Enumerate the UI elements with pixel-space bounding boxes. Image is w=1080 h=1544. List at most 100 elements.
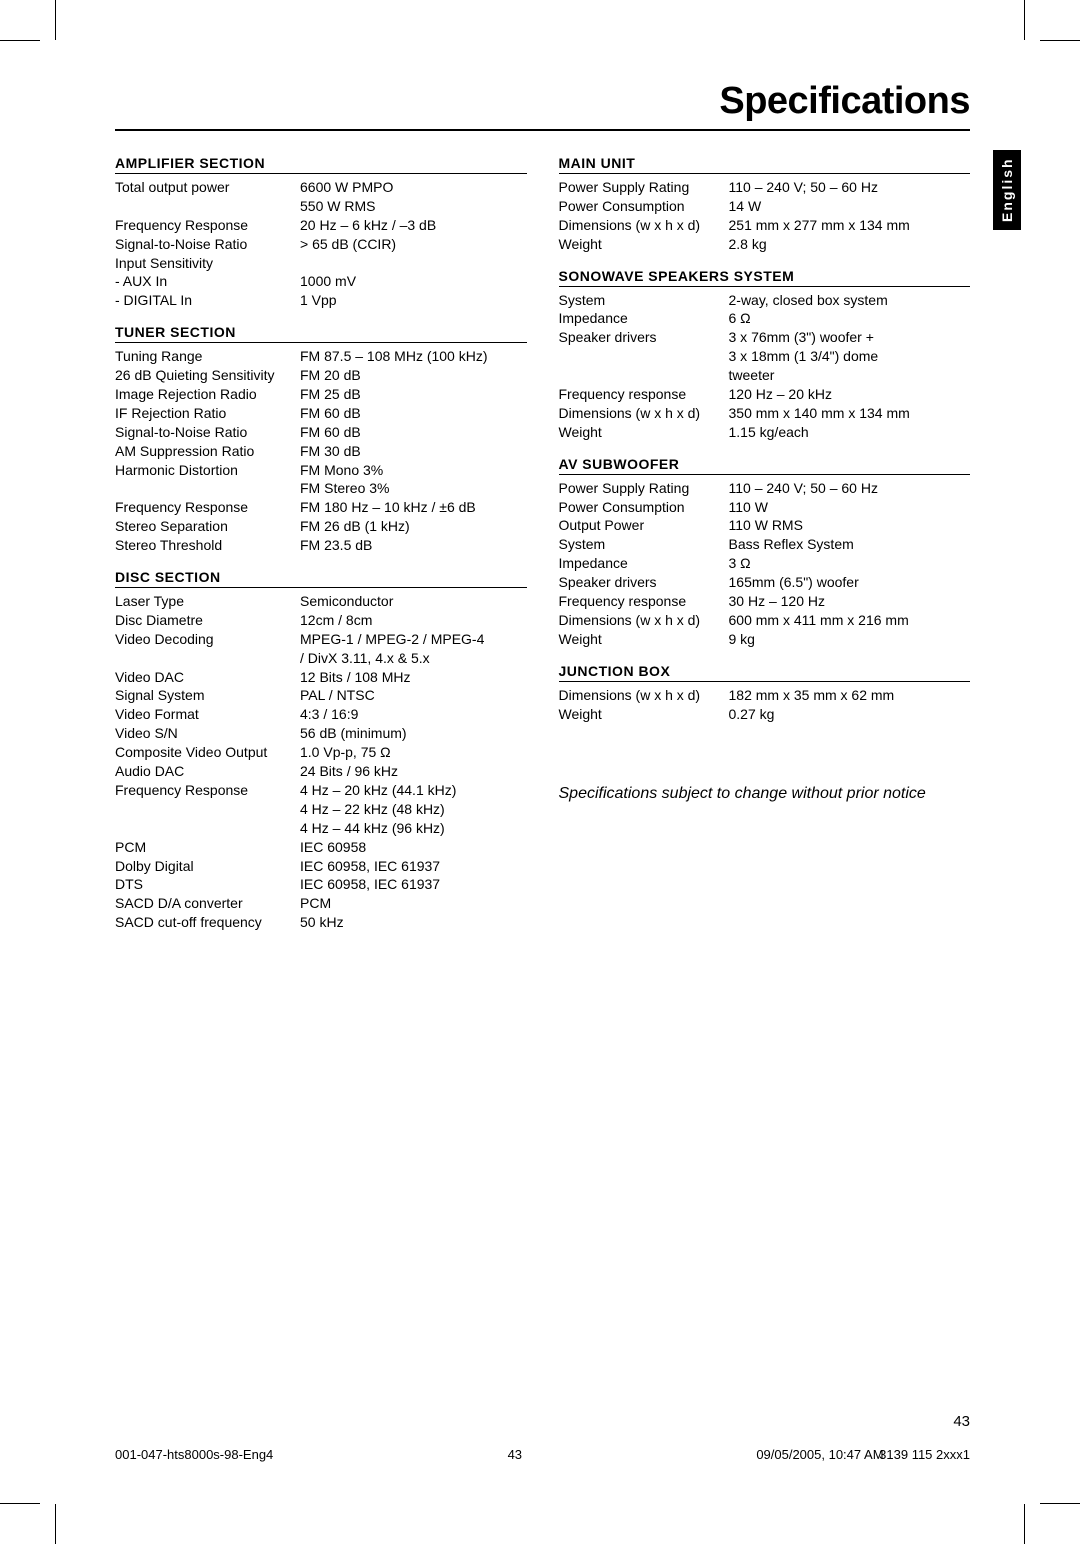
crop-mark xyxy=(1040,40,1080,41)
spec-label: Composite Video Output xyxy=(115,743,300,762)
spec-row: Impedance3 Ω xyxy=(559,554,971,573)
spec-row: Video DAC12 Bits / 108 MHz xyxy=(115,668,527,687)
spec-label: Weight xyxy=(559,235,729,254)
spec-row: PCMIEC 60958 xyxy=(115,838,527,857)
spec-value: 120 Hz – 20 kHz xyxy=(729,385,971,404)
spec-label: System xyxy=(559,291,729,310)
spec-value: > 65 dB (CCIR) xyxy=(300,235,527,254)
spec-value: 4 Hz – 44 kHz (96 kHz) xyxy=(300,819,527,838)
spec-row: DTSIEC 60958, IEC 61937 xyxy=(115,875,527,894)
spec-row: Speaker drivers165mm (6.5") woofer xyxy=(559,573,971,592)
spec-label xyxy=(115,649,300,668)
spec-row: Frequency response120 Hz – 20 kHz xyxy=(559,385,971,404)
spec-value: 165mm (6.5") woofer xyxy=(729,573,971,592)
notice: Specifications subject to change without… xyxy=(559,783,971,805)
spec-value: FM 26 dB (1 kHz) xyxy=(300,517,527,536)
spec-value: Semiconductor xyxy=(300,592,527,611)
spec-label: Dimensions (w x h x d) xyxy=(559,404,729,423)
spec-label: Power Consumption xyxy=(559,498,729,517)
spec-value: 251 mm x 277 mm x 134 mm xyxy=(729,216,971,235)
spec-value: 24 Bits / 96 kHz xyxy=(300,762,527,781)
page: Specifications English Amplifier Section… xyxy=(75,50,1005,1490)
spec-label: Power Consumption xyxy=(559,197,729,216)
spec-label: DTS xyxy=(115,875,300,894)
spec-row: Power Supply Rating110 – 240 V; 50 – 60 … xyxy=(559,479,971,498)
spec-value: 9 kg xyxy=(729,630,971,649)
spec-label: Power Supply Rating xyxy=(559,479,729,498)
spec-value: 1.15 kg/each xyxy=(729,423,971,442)
spec-value: 30 Hz – 120 Hz xyxy=(729,592,971,611)
spec-row: Signal SystemPAL / NTSC xyxy=(115,686,527,705)
footer-left: 001-047-hts8000s-98-Eng4 xyxy=(115,1447,273,1462)
spec-row: Composite Video Output1.0 Vp-p, 75 Ω xyxy=(115,743,527,762)
spec-value: 3 Ω xyxy=(729,554,971,573)
spec-row: Power Supply Rating110 – 240 V; 50 – 60 … xyxy=(559,178,971,197)
spec-value: FM 20 dB xyxy=(300,366,527,385)
spec-row: Weight9 kg xyxy=(559,630,971,649)
spec-row: Weight2.8 kg xyxy=(559,235,971,254)
spec-label: Frequency Response xyxy=(115,216,300,235)
spec-value: 12cm / 8cm xyxy=(300,611,527,630)
right-column: Main UnitPower Supply Rating110 – 240 V;… xyxy=(559,155,971,932)
section-title: Sonowave Speakers System xyxy=(559,268,971,287)
spec-value: 3 x 76mm (3") woofer + xyxy=(729,328,971,347)
spec-row: Weight1.15 kg/each xyxy=(559,423,971,442)
crop-mark xyxy=(55,0,56,40)
spec-value: 110 – 240 V; 50 – 60 Hz xyxy=(729,479,971,498)
section-title: Amplifier Section xyxy=(115,155,527,174)
spec-value: FM Mono 3% xyxy=(300,461,527,480)
spec-row: Disc Diametre12cm / 8cm xyxy=(115,611,527,630)
left-column: Amplifier SectionTotal output power6600 … xyxy=(115,155,527,932)
spec-value: Bass Reflex System xyxy=(729,535,971,554)
spec-value: 3 x 18mm (1 3/4") dome xyxy=(729,347,971,366)
spec-label: Dimensions (w x h x d) xyxy=(559,686,729,705)
spec-row: Dimensions (w x h x d)350 mm x 140 mm x … xyxy=(559,404,971,423)
spec-label xyxy=(115,479,300,498)
spec-row: Audio DAC24 Bits / 96 kHz xyxy=(115,762,527,781)
spec-row: IF Rejection RatioFM 60 dB xyxy=(115,404,527,423)
language-tab: English xyxy=(993,150,1021,230)
spec-label: - DIGITAL In xyxy=(115,291,300,310)
spec-value: 4:3 / 16:9 xyxy=(300,705,527,724)
crop-mark xyxy=(55,1504,56,1544)
crop-mark xyxy=(1040,1503,1080,1504)
spec-label: 26 dB Quieting Sensitivity xyxy=(115,366,300,385)
spec-label: AM Suppression Ratio xyxy=(115,442,300,461)
spec-label: Disc Diametre xyxy=(115,611,300,630)
spec-value: 2-way, closed box system xyxy=(729,291,971,310)
footer: 001-047-hts8000s-98-Eng4 43 09/05/2005, … xyxy=(115,1447,970,1462)
spec-label: Input Sensitivity xyxy=(115,254,300,273)
section-title: AV Subwoofer xyxy=(559,456,971,475)
spec-label: Video S/N xyxy=(115,724,300,743)
spec-label: Total output power xyxy=(115,178,300,197)
crop-mark xyxy=(1024,0,1025,40)
spec-label: Frequency Response xyxy=(115,498,300,517)
spec-label: Video Decoding xyxy=(115,630,300,649)
crop-mark xyxy=(0,40,40,41)
spec-label: Laser Type xyxy=(115,592,300,611)
spec-label xyxy=(115,197,300,216)
spec-label: Signal-to-Noise Ratio xyxy=(115,423,300,442)
spec-row: Stereo ThresholdFM 23.5 dB xyxy=(115,536,527,555)
spec-row: Image Rejection RadioFM 25 dB xyxy=(115,385,527,404)
spec-label: Weight xyxy=(559,630,729,649)
spec-label xyxy=(559,347,729,366)
spec-value: 50 kHz xyxy=(300,913,527,932)
spec-value: 1.0 Vp-p, 75 Ω xyxy=(300,743,527,762)
spec-label: - AUX In xyxy=(115,272,300,291)
spec-label: Dimensions (w x h x d) xyxy=(559,611,729,630)
spec-value: 12 Bits / 108 MHz xyxy=(300,668,527,687)
spec-row: Frequency ResponseFM 180 Hz – 10 kHz / ±… xyxy=(115,498,527,517)
spec-value: PCM xyxy=(300,894,527,913)
spec-row: Dimensions (w x h x d)600 mm x 411 mm x … xyxy=(559,611,971,630)
spec-row: 550 W RMS xyxy=(115,197,527,216)
spec-value: FM 87.5 – 108 MHz (100 kHz) xyxy=(300,347,527,366)
spec-row: Frequency Response20 Hz – 6 kHz / –3 dB xyxy=(115,216,527,235)
spec-value: FM Stereo 3% xyxy=(300,479,527,498)
spec-row: Power Consumption110 W xyxy=(559,498,971,517)
spec-label: Video DAC xyxy=(115,668,300,687)
footer-right: 09/05/2005, 10:47 AM 3139 115 2xxx1 xyxy=(756,1447,970,1462)
spec-row: Output Power110 W RMS xyxy=(559,516,971,535)
spec-value: 4 Hz – 20 kHz (44.1 kHz) xyxy=(300,781,527,800)
section-title: Tuner Section xyxy=(115,324,527,343)
